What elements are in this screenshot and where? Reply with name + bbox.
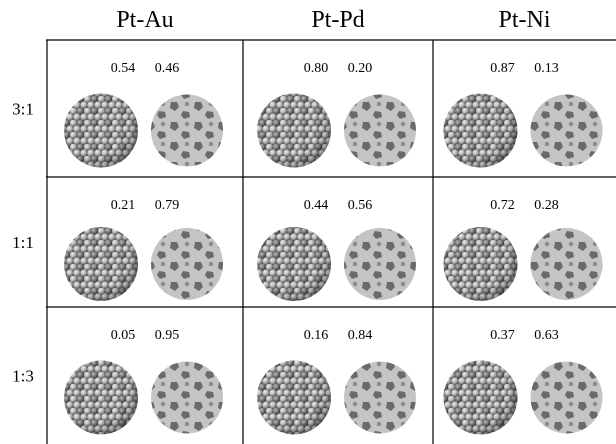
particle-shade	[257, 361, 331, 435]
fraction: 0.28	[534, 198, 559, 213]
row-label: 3:1	[12, 100, 34, 119]
column-header: Pt-Pd	[311, 7, 364, 33]
row-label: 1:1	[12, 233, 34, 252]
fraction: 0.37	[490, 328, 515, 343]
fraction: 0.05	[111, 328, 136, 343]
particle-section	[151, 362, 223, 434]
particle-section	[531, 228, 603, 300]
particle-shade	[257, 227, 331, 301]
fraction: 0.63	[534, 328, 559, 343]
fraction: 0.87	[490, 61, 515, 76]
fraction: 0.44	[304, 198, 329, 213]
fraction: 0.95	[155, 328, 180, 343]
row-label: 1:3	[12, 367, 34, 386]
particle-shade	[64, 227, 138, 301]
particle-section	[531, 95, 603, 167]
fraction: 0.54	[111, 61, 136, 76]
fraction: 0.84	[348, 328, 373, 343]
particle-shade	[64, 361, 138, 435]
particle-shade	[64, 94, 138, 168]
fraction: 0.72	[490, 198, 515, 213]
column-header: Pt-Au	[116, 7, 173, 33]
particle-section	[151, 228, 223, 300]
fraction: 0.79	[155, 198, 180, 213]
figure: Pt-Au Pt-Pd Pt-Ni 3:1 0.54 0.46 0.80 0.20 0.87 0.…	[0, 0, 616, 444]
particle-shade	[444, 227, 518, 301]
particle-section	[531, 362, 603, 434]
particle-shade	[444, 361, 518, 435]
fraction: 0.46	[155, 61, 180, 76]
particle-shade	[444, 94, 518, 168]
particle-shade	[257, 94, 331, 168]
particle-section	[344, 362, 416, 434]
particle-section	[344, 228, 416, 300]
fraction: 0.20	[348, 61, 373, 76]
particle-section	[344, 95, 416, 167]
fraction: 0.16	[304, 328, 329, 343]
column-header: Pt-Ni	[498, 7, 550, 33]
fraction: 0.21	[111, 198, 136, 213]
fraction: 0.56	[348, 198, 373, 213]
fraction: 0.80	[304, 61, 329, 76]
fraction: 0.13	[534, 61, 559, 76]
particle-section	[151, 95, 223, 167]
